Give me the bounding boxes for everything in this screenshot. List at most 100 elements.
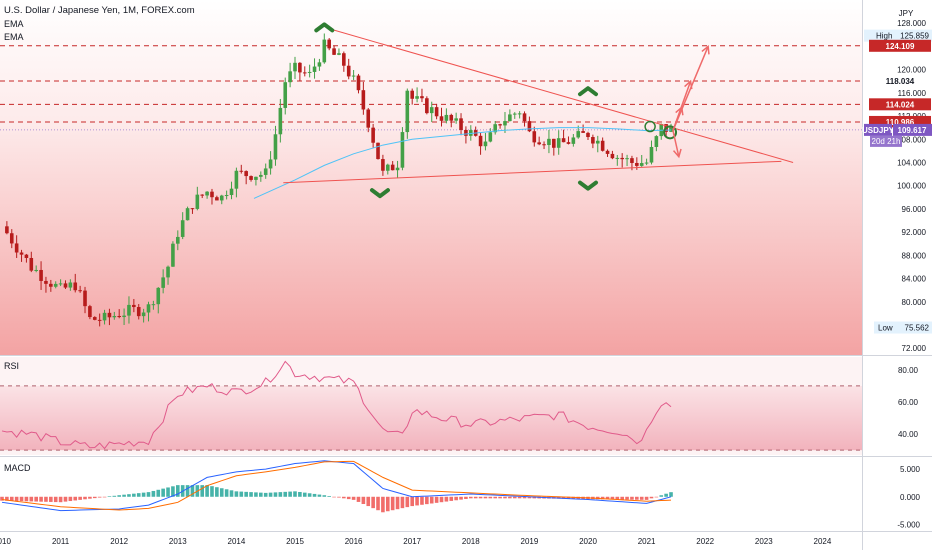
macd-histogram-bar xyxy=(273,492,278,497)
macd-histogram-bar xyxy=(234,491,239,497)
macd-histogram-bar xyxy=(327,495,331,497)
macd-histogram-bar xyxy=(107,496,112,497)
price-tick-label: 80.000 xyxy=(902,298,927,307)
macd-histogram-bar xyxy=(420,496,424,505)
year-tick-label: 2015 xyxy=(286,537,304,546)
candle-body xyxy=(503,121,507,126)
macd-histogram-bar xyxy=(366,496,371,507)
candle-body xyxy=(605,150,610,154)
macd-histogram-bar xyxy=(434,496,439,503)
low-tag-value: 75.562 xyxy=(905,324,930,333)
candle-body xyxy=(185,208,190,221)
macd-histogram-bar xyxy=(102,496,107,498)
macd-histogram-bar xyxy=(151,490,156,497)
price-tick-label: 96.000 xyxy=(902,205,927,214)
macd-histogram-bar xyxy=(439,496,444,503)
candle-body xyxy=(366,109,371,128)
macd-histogram-bar xyxy=(263,492,268,497)
candle-body xyxy=(581,131,585,133)
macd-histogram-bar xyxy=(342,496,346,499)
macd-histogram-bar xyxy=(639,496,644,500)
candle-body xyxy=(234,170,239,189)
candle-body xyxy=(381,159,385,171)
pattern-markers xyxy=(314,22,598,199)
projection-arrow-down-head xyxy=(672,148,682,159)
countdown-tag: 20d 21h xyxy=(872,137,901,146)
price-tick-label: 116.000 xyxy=(898,89,927,98)
macd-tick-label: 0.000 xyxy=(900,493,921,502)
macd-histogram-bar xyxy=(161,488,165,497)
candle-body xyxy=(39,269,43,281)
macd-histogram-bar xyxy=(283,491,288,497)
year-tick-label: 2024 xyxy=(814,537,832,546)
candle-body xyxy=(200,194,205,196)
rsi-pane xyxy=(1,360,672,450)
candle-body xyxy=(371,127,375,143)
macd-histogram-bar xyxy=(390,496,395,511)
ema-legend-2: EMA xyxy=(4,32,24,42)
candle-body xyxy=(44,280,48,284)
high-tag-value: 125.859 xyxy=(900,32,929,41)
candle-body xyxy=(9,233,14,244)
year-tick-label: 2018 xyxy=(462,537,480,546)
macd-histogram-bar xyxy=(385,496,390,512)
candle-body xyxy=(195,194,200,209)
candle-body xyxy=(268,159,273,169)
macd-histogram-bar xyxy=(307,493,312,497)
candle-body xyxy=(639,163,644,166)
candle-body xyxy=(493,124,498,133)
low-tag-bg xyxy=(874,321,932,334)
top-chevron-marker xyxy=(578,86,598,97)
bottom-chevron-marker xyxy=(578,180,598,191)
macd-histogram-bar xyxy=(205,485,209,497)
candle-body xyxy=(337,53,341,55)
candle-body xyxy=(469,130,473,136)
high-tag-label: High xyxy=(876,32,892,41)
candle-body xyxy=(224,195,229,197)
macd-histogram-bar xyxy=(83,496,87,500)
candle-body xyxy=(625,158,629,160)
rsi-tick-label: 60.00 xyxy=(898,398,919,407)
candle-body xyxy=(346,65,351,77)
candle-body xyxy=(459,118,463,130)
candle-body xyxy=(654,136,659,147)
candle-body xyxy=(288,71,292,83)
candle-body xyxy=(317,62,322,67)
macd-histogram-bar xyxy=(259,492,263,497)
candle-body xyxy=(600,140,605,151)
projection-arrow-up-1-head xyxy=(701,44,710,55)
macd-histogram-bar xyxy=(346,496,351,500)
macd-histogram-bar xyxy=(512,496,517,499)
macd-histogram-bar xyxy=(561,496,566,499)
rsi-band-fill xyxy=(0,385,862,451)
candle-body xyxy=(439,116,444,121)
macd-histogram-bar xyxy=(68,496,73,502)
macd-histogram-bar xyxy=(210,486,214,497)
candle-body xyxy=(263,168,268,175)
candle-body xyxy=(117,315,121,318)
macd-histogram-bar xyxy=(78,496,82,500)
year-tick-label: 2017 xyxy=(403,537,421,546)
candle-body xyxy=(464,129,468,136)
candle-body xyxy=(68,282,73,288)
candle-body xyxy=(508,114,512,122)
macd-histogram-bar xyxy=(288,491,292,497)
candle-body xyxy=(644,162,649,164)
macd-histogram-bar xyxy=(454,496,458,501)
macd-histogram-bar xyxy=(88,496,92,499)
projection-arrow-up-3-head xyxy=(675,105,684,116)
year-tick-label: 2010 xyxy=(0,537,11,546)
top-chevron-marker xyxy=(314,22,335,33)
candle-body xyxy=(547,138,551,146)
level-tag-114024-bg xyxy=(869,98,931,111)
macd-histogram-bar xyxy=(302,492,307,497)
candle-body xyxy=(342,53,346,66)
descending-trendline xyxy=(330,28,794,163)
candle-body xyxy=(400,132,405,168)
candle-body xyxy=(239,170,244,172)
axes: 128.000124.000120.000116.000112.000108.0… xyxy=(0,9,932,546)
macd-histogram-bar xyxy=(97,496,102,498)
candle-body xyxy=(322,39,327,63)
macd-histogram-bar xyxy=(625,496,629,500)
